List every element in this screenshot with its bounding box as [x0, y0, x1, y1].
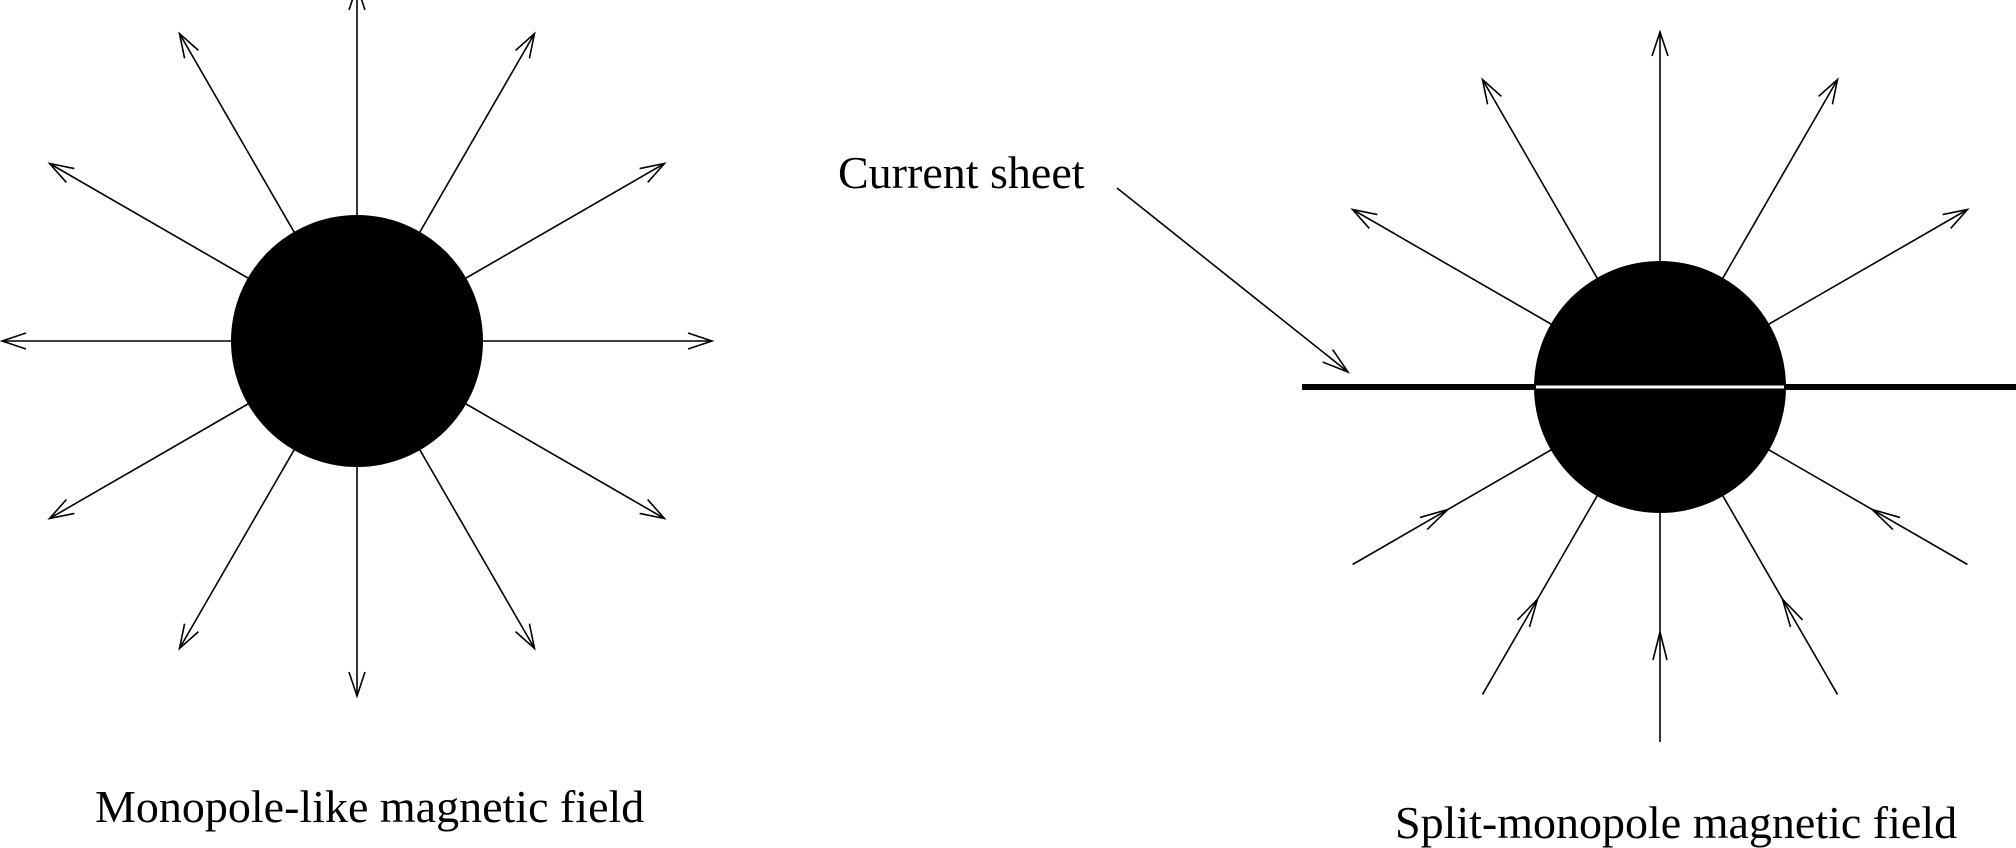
field-arrowhead [1871, 508, 1901, 531]
field-line [178, 33, 298, 238]
field-line [460, 400, 665, 520]
field-line [1352, 208, 1557, 328]
split-monopole-panel: Current sheet Split-monopole magnetic fi… [838, 29, 2016, 848]
field-line [460, 162, 665, 282]
field-line [416, 33, 536, 238]
split-monopole-caption: Split-monopole magnetic field [1395, 797, 1957, 848]
field-line [1481, 490, 1601, 695]
field-arrowhead [178, 623, 199, 651]
field-arrowhead [639, 162, 667, 183]
current-sheet-label: Current sheet [838, 147, 1085, 198]
current-sheet-pointer [1116, 187, 1351, 374]
field-line [49, 162, 254, 282]
field-arrowhead [515, 623, 536, 651]
field-line [1352, 446, 1557, 566]
split-monopole-field-lines [1350, 29, 1970, 742]
field-arrowhead [1419, 508, 1449, 531]
field-arrowhead [178, 31, 199, 59]
field-arrowhead [1781, 598, 1804, 628]
field-arrowhead [348, 671, 366, 699]
field-line [1481, 79, 1601, 284]
field-arrowhead [47, 499, 75, 520]
field-line [49, 400, 254, 520]
field-arrowhead [47, 162, 75, 183]
field-line [1719, 490, 1839, 695]
field-arrowhead [639, 499, 667, 520]
field-arrowhead [1516, 598, 1539, 628]
pointer-arrowhead [1322, 349, 1351, 374]
field-arrowhead [1350, 208, 1378, 229]
monopole-panel: Monopole-like magnetic field [0, 0, 715, 832]
monopole-caption: Monopole-like magnetic field [95, 781, 644, 832]
field-arrowhead [1818, 77, 1839, 105]
field-line [416, 444, 536, 649]
field-arrowhead [515, 31, 536, 59]
field-arrowhead [1652, 631, 1668, 661]
field-arrowhead [1651, 29, 1669, 57]
field-line [1763, 446, 1968, 566]
field-line [178, 444, 298, 649]
field-arrowhead [687, 332, 715, 350]
field-arrowhead [348, 0, 366, 11]
field-arrowhead [1942, 208, 1970, 229]
monopole-star [231, 215, 483, 467]
field-line [1719, 79, 1839, 284]
monopole-field-lines [0, 0, 715, 699]
field-arrowhead [0, 332, 27, 350]
field-arrowhead [1481, 77, 1502, 105]
field-line [1763, 208, 1968, 328]
